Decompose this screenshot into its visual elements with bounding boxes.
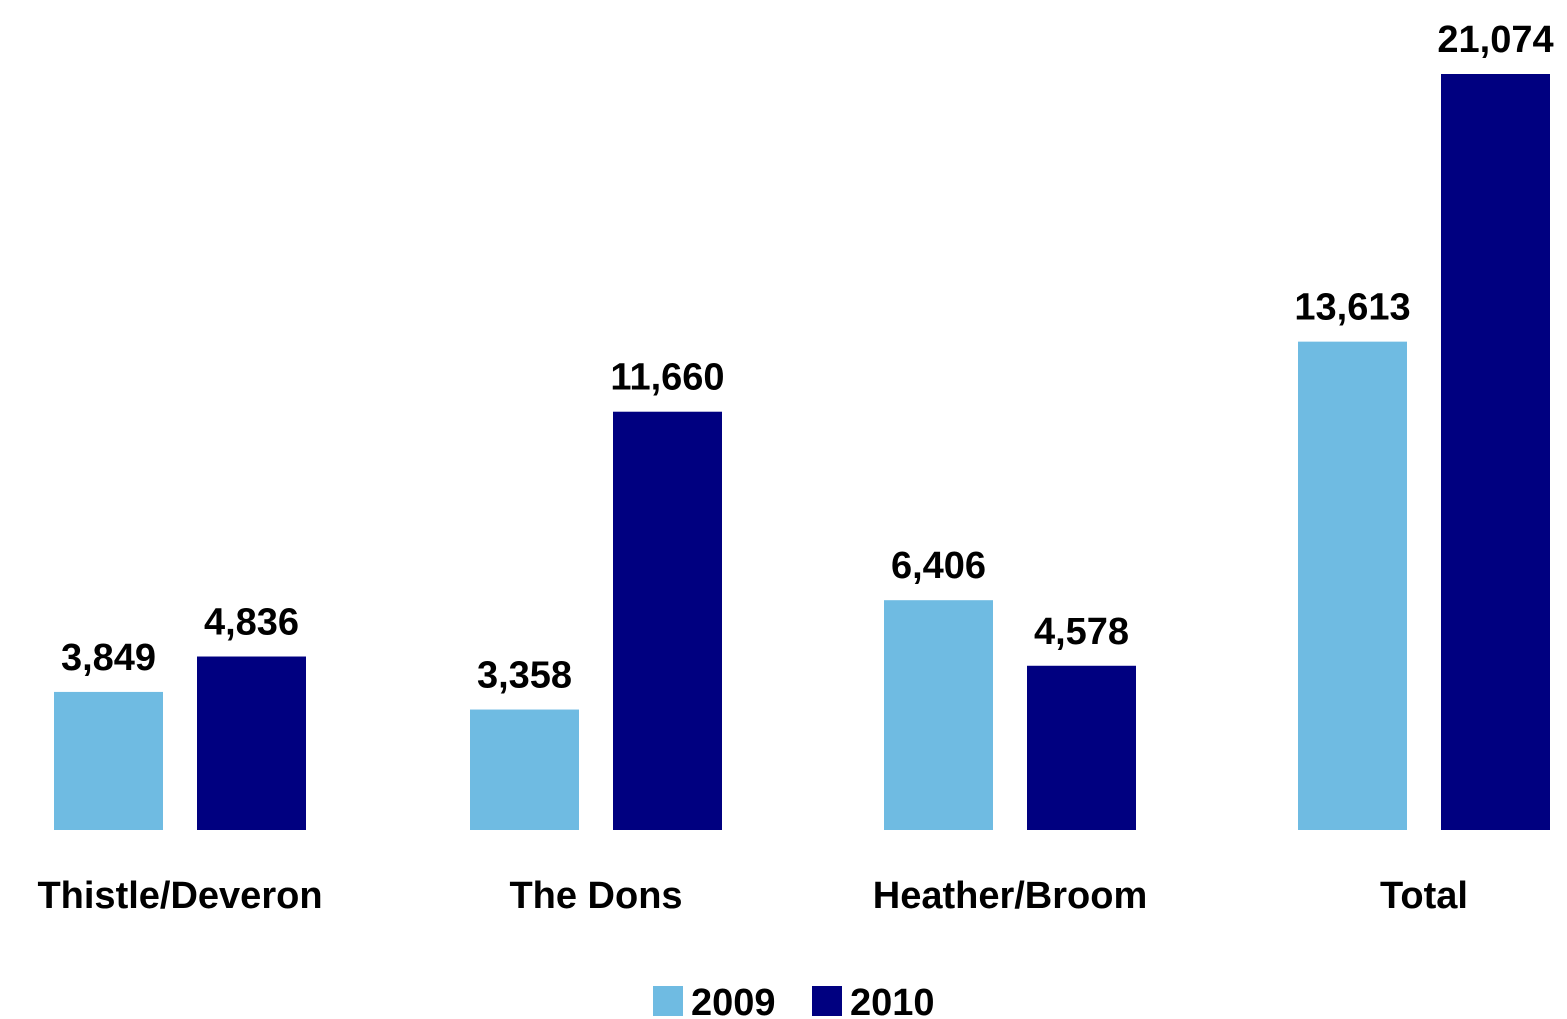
bar-2009-2 bbox=[884, 600, 993, 830]
legend-label-2010: 2010 bbox=[850, 982, 935, 1019]
data-label-2010-1: 11,660 bbox=[610, 357, 724, 399]
legend-swatch-2009 bbox=[653, 986, 683, 1016]
data-label-2010-2: 4,578 bbox=[1034, 611, 1129, 653]
bar-2010-1 bbox=[613, 411, 722, 830]
category-label-3: Total bbox=[1380, 875, 1468, 917]
bar-2010-0 bbox=[197, 656, 306, 830]
data-label-2009-3: 13,613 bbox=[1294, 287, 1410, 329]
bar-2010-3 bbox=[1441, 74, 1550, 830]
category-label-1: The Dons bbox=[509, 875, 682, 917]
data-label-2010-0: 4,836 bbox=[204, 602, 299, 644]
category-label-0: Thistle/Deveron bbox=[37, 875, 322, 917]
data-label-2009-1: 3,358 bbox=[477, 655, 572, 697]
data-label-2009-2: 6,406 bbox=[891, 545, 986, 587]
data-label-2010-3: 21,074 bbox=[1437, 19, 1553, 61]
bar-2009-3 bbox=[1298, 341, 1407, 830]
bar-2009-1 bbox=[470, 709, 579, 830]
bar-2009-0 bbox=[54, 691, 163, 830]
legend-label-2009: 2009 bbox=[691, 982, 776, 1019]
legend-swatch-2010 bbox=[812, 986, 842, 1016]
bar-2010-2 bbox=[1027, 665, 1136, 830]
data-label-2009-0: 3,849 bbox=[61, 637, 156, 679]
category-label-2: Heather/Broom bbox=[873, 875, 1148, 917]
